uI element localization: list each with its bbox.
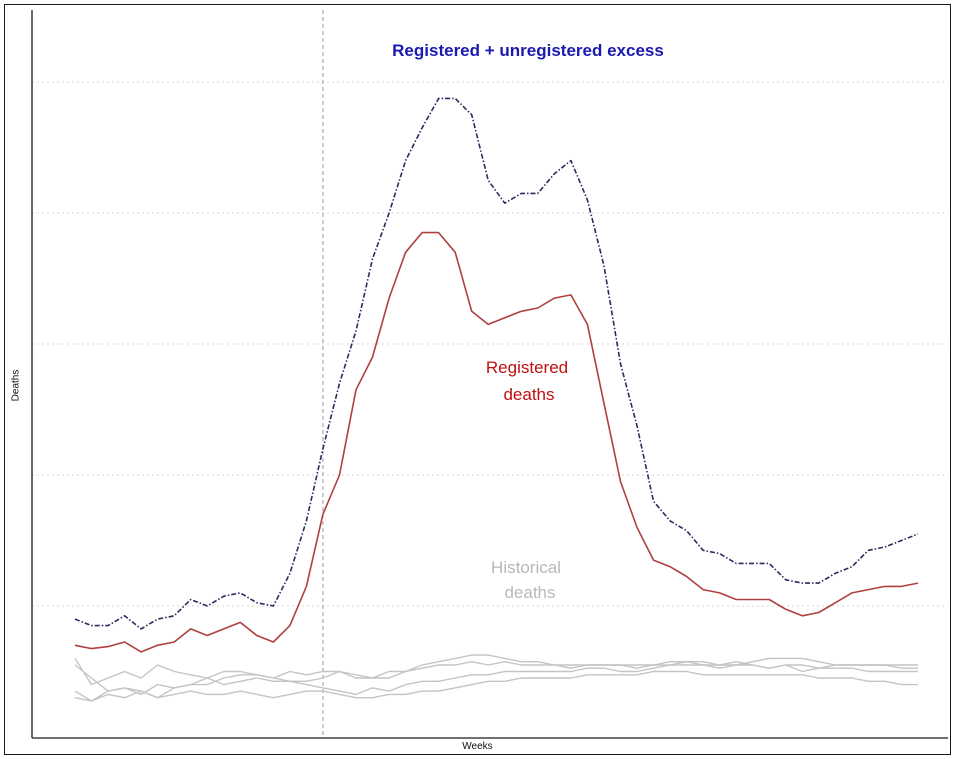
series-line-registered-deaths	[74, 231, 919, 653]
annotation-historical-line2: deaths	[504, 583, 555, 602]
series-line-historical-deaths-4	[74, 670, 918, 702]
y-axis-label: Deaths	[10, 369, 22, 402]
axes	[31, 10, 948, 739]
series-line-historical-deaths-2	[74, 664, 918, 702]
annotation-excess: Registered + unregistered excess	[392, 41, 664, 60]
series-line-historical-deaths-3	[74, 654, 918, 696]
gridlines	[32, 81, 948, 607]
x-axis-label: Weeks	[462, 741, 493, 752]
chart-frame	[4, 4, 951, 755]
annotation-registered-line1: Registered	[486, 358, 568, 377]
annotation-registered-line2: deaths	[503, 385, 554, 404]
series-line-registered-unregistered-excess	[74, 97, 919, 630]
annotation-historical-line1: Historical	[491, 558, 561, 577]
series-lines	[74, 97, 919, 702]
annotations: Registered + unregistered excess Registe…	[392, 41, 664, 602]
